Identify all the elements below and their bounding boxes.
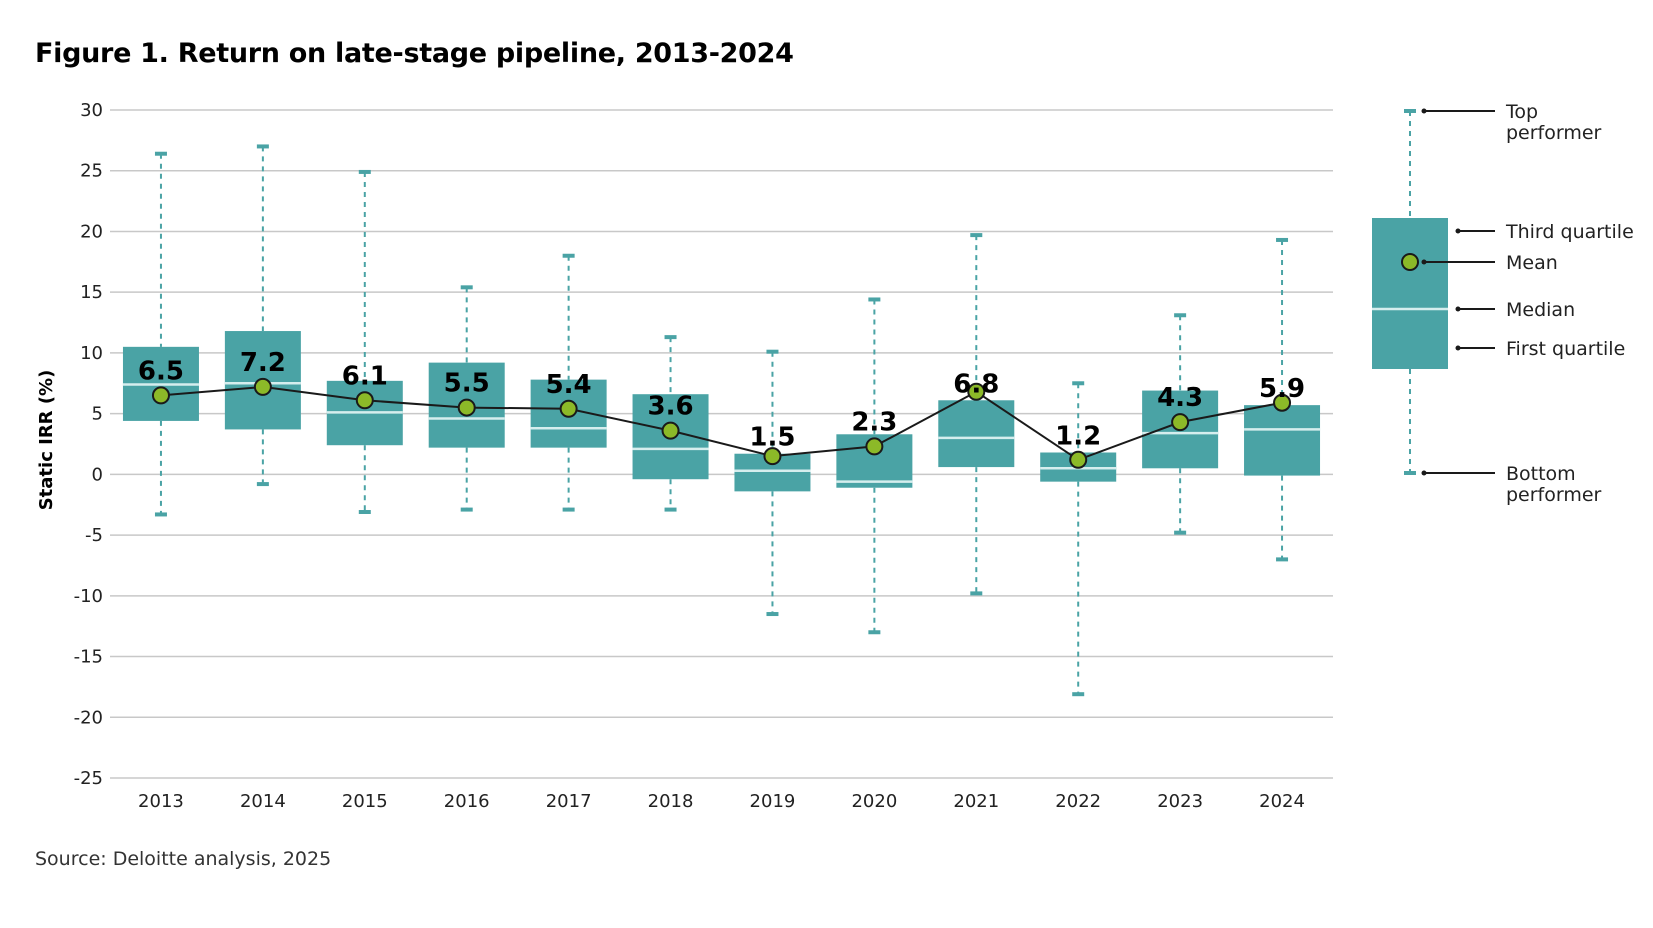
mean-label: 5.4: [546, 370, 592, 400]
x-tick-label: 2016: [444, 791, 490, 812]
mean-label: 6.1: [342, 361, 388, 391]
legend-label-mean: Mean: [1506, 252, 1558, 274]
mean-marker: [967, 382, 986, 401]
mean-marker: [355, 391, 374, 410]
legend-leader-dot: [1421, 108, 1427, 114]
legend-label-q1: First quartile: [1506, 338, 1625, 360]
mean-marker: [1273, 393, 1292, 412]
box-2014: [224, 144, 301, 487]
box-2020: [836, 297, 913, 635]
legend-label-top: Top performer: [1505, 101, 1602, 144]
x-tick-label: 2017: [546, 791, 592, 812]
mean-label: 7.2: [240, 348, 286, 378]
y-tick-label: 30: [80, 100, 103, 121]
y-tick-label: 0: [92, 464, 103, 485]
y-tick-label: -15: [74, 647, 103, 668]
legend-label-q3: Third quartile: [1505, 221, 1634, 243]
x-axis-ticks: 2013 2014 2015 2016 2017 2018 2019 2020 2021 2022…: [138, 791, 1305, 812]
mean-marker: [865, 437, 884, 456]
x-tick-label: 2013: [138, 791, 184, 812]
box-2019: [734, 349, 811, 617]
iqr-box: [1244, 405, 1321, 476]
mean-label: 1.2: [1055, 422, 1101, 452]
mean-label: 6.5: [138, 356, 184, 386]
mean-label: 3.6: [648, 392, 694, 422]
box-series: [122, 144, 1321, 697]
x-tick-label: 2024: [1259, 791, 1305, 812]
legend-leader-dot: [1455, 228, 1461, 234]
x-tick-label: 2014: [240, 791, 286, 812]
legend-mean-marker: [1401, 253, 1419, 271]
y-tick-label: 10: [80, 343, 103, 364]
mean-label: 5.5: [444, 369, 490, 399]
y-tick-label: -5: [85, 525, 103, 546]
iqr-box: [938, 400, 1015, 468]
y-axis-ticks: 30 25 20 15 10 5 0 -5 -10 -15 -20 -25: [74, 100, 103, 789]
mean-marker: [151, 386, 170, 405]
mean-label: 6.8: [953, 369, 999, 399]
x-tick-label: 2021: [953, 791, 999, 812]
mean-marker: [763, 447, 782, 466]
mean-marker: [661, 421, 680, 440]
mean-marker: [1069, 450, 1088, 469]
legend: Top performer Third quartile Mean Median Firs…: [1372, 101, 1634, 506]
x-tick-label: 2020: [851, 791, 897, 812]
box-2021: [938, 233, 1015, 596]
y-tick-label: -25: [74, 768, 103, 789]
mean-marker: [559, 399, 578, 418]
gridlines: [110, 109, 1333, 779]
y-axis-label: Static IRR (%): [36, 370, 57, 511]
legend-leader-dot: [1455, 306, 1461, 312]
x-tick-label: 2022: [1055, 791, 1101, 812]
mean-label: 5.9: [1259, 374, 1305, 404]
mean-label: 2.3: [851, 407, 897, 437]
mean-polyline: [160, 385, 1283, 461]
legend-leader-dot: [1455, 345, 1461, 351]
legend-box: [1372, 218, 1448, 369]
legend-leader-dot: [1421, 259, 1427, 265]
x-tick-label: 2023: [1157, 791, 1203, 812]
legend-label-median: Median: [1506, 299, 1575, 321]
box-2024: [1244, 237, 1321, 562]
mean-line: 6.5 7.2 6.1 5.5 5.4 3.6 1.5 2.3 6.8 1.2 4.3 5.9: [138, 348, 1305, 469]
y-tick-label: 5: [92, 404, 103, 425]
box-2013: [122, 151, 199, 517]
chart-title: Figure 1. Return on late-stage pipeline,…: [35, 38, 794, 69]
mean-marker: [457, 398, 476, 417]
x-tick-label: 2019: [750, 791, 796, 812]
y-tick-label: 15: [80, 282, 103, 303]
source-note: Source: Deloitte analysis, 2025: [35, 848, 332, 870]
mean-marker: [1171, 413, 1190, 432]
y-tick-label: 20: [80, 221, 103, 242]
y-tick-label: 25: [80, 161, 103, 182]
box-2015: [326, 169, 403, 515]
y-tick-label: -10: [74, 586, 103, 607]
mean-label: 4.3: [1157, 383, 1203, 413]
x-tick-label: 2018: [648, 791, 694, 812]
mean-marker: [253, 377, 272, 396]
legend-leader-dot: [1421, 470, 1427, 476]
x-tick-label: 2015: [342, 791, 388, 812]
legend-label-bottom: Bottom performer: [1506, 463, 1602, 506]
y-tick-label: -20: [74, 707, 103, 728]
mean-label: 1.5: [749, 423, 795, 453]
